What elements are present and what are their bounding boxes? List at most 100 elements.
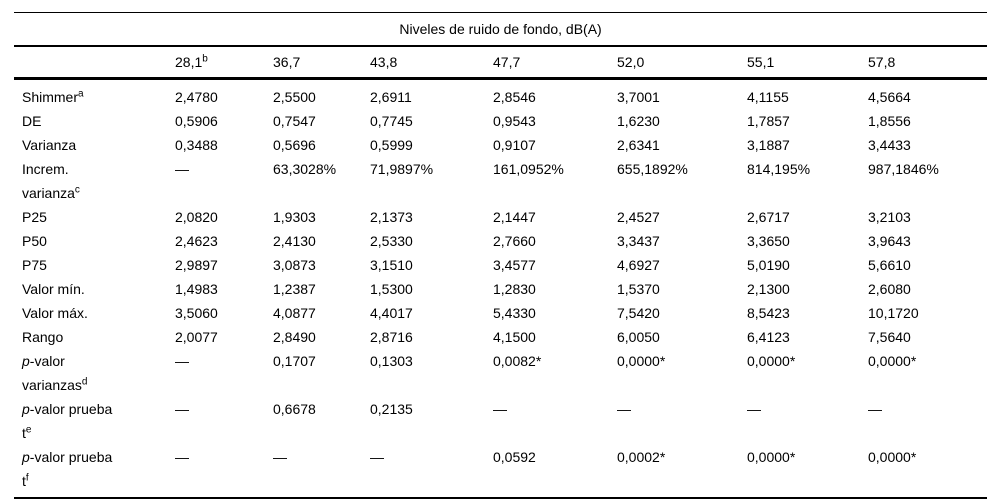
table-cell: 2,4623 (175, 233, 218, 249)
table-cell: 0,3488 (175, 137, 218, 153)
table-cell: 2,4527 (617, 209, 660, 225)
table-cell: 4,1155 (747, 89, 789, 105)
table-cell: 0,9543 (493, 113, 536, 129)
column-header: 43,8 (370, 46, 493, 80)
table-cell: 0,0000* (747, 445, 868, 499)
table-cell: 2,4780 (175, 89, 218, 105)
table-body: Shimmera 2,4780 2,5500 2,6911 2,8546 3,7001 4,… (14, 79, 988, 499)
table-cell: 3,3650 (747, 233, 790, 249)
table-cell: 2,7660 (493, 233, 536, 249)
column-header: 57,8 (868, 46, 988, 80)
table-cell: 0,5696 (273, 137, 316, 153)
table-title: Niveles de ruido de fondo, dB(A) (14, 12, 988, 47)
table-cell: 3,9643 (868, 233, 911, 249)
table-row: P50 2,4623 2,4130 2,5330 2,7660 3,3437 3,3650 3… (14, 229, 987, 253)
table-cell: 6,0050 (617, 329, 660, 345)
table-row: Shimmera 2,4780 2,5500 2,6911 2,8546 3,7001 4,… (14, 79, 987, 110)
table-cell: 814,195% (747, 161, 811, 177)
table-cell: — (493, 401, 507, 417)
table-cell: 161,0952% (493, 161, 564, 177)
row-label: P25 (22, 209, 47, 225)
table-row: Rango 2,0077 2,8490 2,8716 4,1500 6,0050 6,412… (14, 325, 987, 349)
table-cell: 0,5906 (175, 113, 218, 129)
table-row: Valor mín. 1,4983 1,2387 1,5300 1,2830 1,5370… (14, 277, 987, 301)
table-cell: 0,0000* (747, 353, 796, 369)
table-cell: — (617, 401, 631, 417)
table-cell: 0,0592 (493, 445, 617, 499)
table-cell: 1,5300 (370, 281, 413, 297)
table-cell: 1,7857 (747, 113, 790, 129)
row-label: Increm. varianzac (22, 161, 80, 201)
table-cell: 1,6230 (617, 113, 660, 129)
row-label: P50 (22, 233, 47, 249)
table-cell: — (273, 445, 370, 499)
table-cell: — (175, 401, 189, 417)
row-label: p-valor prueba te (22, 401, 113, 441)
column-header: 47,7 (493, 46, 617, 80)
table-row: Increm. varianzac — 63,3028% 71,9897% 161,095… (14, 157, 987, 205)
row-label: Shimmera (22, 88, 84, 105)
table-cell: 10,1720 (868, 305, 919, 321)
table-cell: 0,1707 (273, 353, 316, 369)
table-cell: 4,4017 (370, 305, 413, 321)
table-cell: 0,0000* (617, 353, 666, 369)
table-cell: 4,0877 (273, 305, 316, 321)
table-cell: 2,6911 (370, 89, 412, 105)
table-cell: 3,0873 (273, 257, 316, 273)
table-cell: 3,4433 (868, 137, 911, 153)
table-cell: 2,5330 (370, 233, 413, 249)
table-cell: 5,0190 (747, 257, 790, 273)
row-label: DE (22, 113, 42, 129)
table-cell: 1,4983 (175, 281, 218, 297)
spanning-header-row: Niveles de ruido de fondo, dB(A) (14, 12, 988, 47)
table-cell: 0,6678 (273, 401, 316, 417)
table-row: p-valor varianzasd — 0,1707 0,1303 0,0082* 0,0… (14, 349, 987, 397)
table-cell: 71,9897% (370, 161, 434, 177)
table-cell: 0,0000* (868, 353, 917, 369)
table-cell: 0,0002* (617, 445, 747, 499)
background-noise-table: Niveles de ruido de fondo, dB(A) 28,1b 36… (14, 12, 988, 499)
table-cell: 987,1846% (868, 161, 939, 177)
table-row: DE 0,5906 0,7547 0,7745 0,9543 1,6230 1,7857 1,… (14, 109, 987, 133)
table-cell: 3,5060 (175, 305, 218, 321)
table-cell: 0,0082* (493, 353, 542, 369)
table-cell: 655,1892% (617, 161, 688, 177)
row-label: Varianza (22, 137, 77, 153)
table-cell: — (175, 353, 189, 369)
table-cell: 2,0820 (175, 209, 218, 225)
table-cell: 2,8716 (370, 329, 413, 345)
table-cell: 7,5420 (617, 305, 660, 321)
corner-cell (14, 46, 175, 80)
column-header: 28,1b (175, 46, 273, 80)
table-cell: 2,4130 (273, 233, 316, 249)
table-cell: 0,0000* (868, 445, 988, 499)
table-cell: — (175, 161, 189, 177)
table-cell: — (370, 445, 493, 499)
row-label: P75 (22, 257, 47, 273)
table-cell: 1,5370 (617, 281, 660, 297)
table-cell: 2,1447 (493, 209, 536, 225)
table-cell: 4,5664 (868, 89, 911, 105)
table-cell: 3,4577 (493, 257, 536, 273)
table-cell: 2,6341 (617, 137, 660, 153)
table-row: p-valor prueba te — 0,6678 0,2135 — — — — (14, 397, 987, 445)
table-cell: 0,2135 (370, 401, 413, 417)
table-cell: 0,1303 (370, 353, 413, 369)
table-cell: 4,1500 (493, 329, 536, 345)
table-cell: 2,0077 (175, 329, 218, 345)
table-cell: 3,7001 (617, 89, 660, 105)
table-cell: 0,7547 (273, 113, 316, 129)
row-label: Rango (22, 329, 64, 345)
table-cell: 0,7745 (370, 113, 413, 129)
table-cell: — (747, 401, 761, 417)
table-cell: 0,5999 (370, 137, 413, 153)
table-cell: — (175, 445, 273, 499)
table-row: P25 2,0820 1,9303 2,1373 2,1447 2,4527 2,6717 3… (14, 205, 987, 229)
table-row: p-valor prueba tf — — —0,0592 0,0002* 0,0000* 0… (14, 445, 988, 499)
table-cell: 8,5423 (747, 305, 790, 321)
table-row: Varianza 0,3488 0,5696 0,5999 0,9107 2,6341 3,… (14, 133, 987, 157)
table-cell: 1,8556 (868, 113, 911, 129)
table-row: Valor máx. 3,5060 4,0877 4,4017 5,4330 7,5420… (14, 301, 987, 325)
table-cell: 2,6080 (868, 281, 911, 297)
row-label: p-valor varianzasd (22, 353, 88, 393)
